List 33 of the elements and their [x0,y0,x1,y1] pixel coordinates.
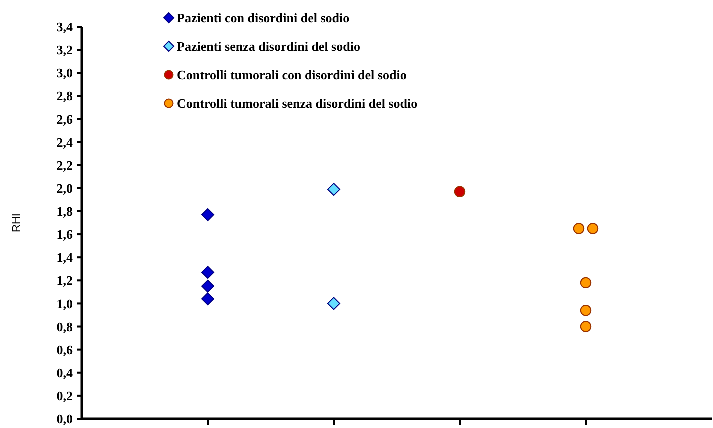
point [202,280,214,293]
y-tick-label: 2,4 [56,134,74,150]
point [580,277,592,289]
point [328,297,340,310]
y-tick-label: 0,2 [56,388,73,404]
y-tick-label: 3,2 [56,42,73,58]
legend-label: Pazienti con disordini del sodio [177,10,350,26]
point [580,321,592,332]
point [202,292,214,306]
y-tick-label: 1,6 [56,227,74,242]
y-tick-label: 3,4 [56,20,74,35]
y-tick-label: 0,6 [56,342,74,358]
point [328,183,340,196]
y-tick-label: 2,6 [56,112,74,127]
y-tick-label: 0,4 [56,365,74,380]
y-tick-label: 1,4 [56,250,74,266]
y-tick-label: 3,0 [56,66,73,81]
y-tick-label: 1,8 [56,204,74,220]
point [580,305,592,316]
y-tick-label: 0,0 [56,412,73,427]
y-tick-label: 1,2 [56,273,73,288]
legend-label: Controlli tumorali senza disordini del sodio [177,96,418,112]
point [202,266,214,280]
y-tick-label: 0,8 [56,319,74,334]
legend-label: Pazienti senza disordini del sodio [177,39,360,54]
y-tick-label: 2,0 [56,180,73,196]
y-tick-label: 1,0 [56,296,73,312]
point [454,186,466,198]
legend-label: Controlli tumorali con disordini del sodio [177,68,407,83]
y-axis-title: RHI [11,214,23,232]
point [202,208,214,222]
y-tick-label: 2,8 [56,88,74,104]
y-tick-label: 2,2 [56,158,73,173]
